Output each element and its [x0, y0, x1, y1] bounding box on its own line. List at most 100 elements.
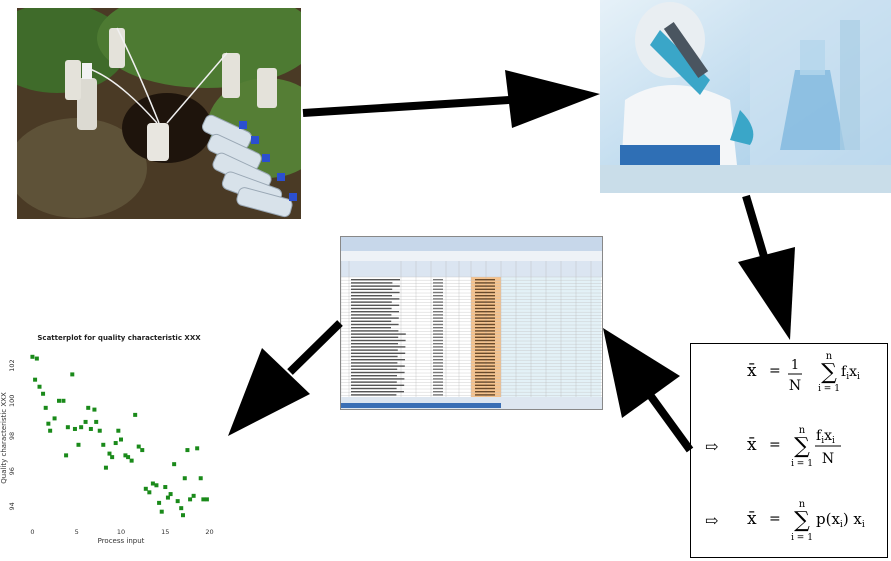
mean-formula-box: x̄ = 1 N n ∑ i = 1 fixi ⇨ x̄ = n ∑ i = 1…: [690, 343, 888, 558]
data-point: [119, 437, 123, 442]
fraction-numerator: fixi: [816, 428, 835, 446]
data-point: [37, 384, 42, 389]
data-point: [126, 455, 131, 460]
sum-upper-limit: n: [826, 351, 833, 362]
data-point: [123, 453, 128, 458]
data-point: [113, 441, 118, 446]
data-point: [133, 412, 138, 417]
fraction-denominator: N: [822, 451, 834, 467]
data-point: [33, 377, 38, 382]
data-point: [204, 497, 209, 502]
data-point: [143, 486, 148, 491]
data-point: [181, 513, 185, 518]
data-point: [163, 485, 168, 490]
data-point: [76, 442, 81, 447]
data-point: [46, 421, 51, 426]
summand: fixi: [841, 364, 860, 382]
summand: p(xi) xi: [816, 510, 865, 530]
data-point: [182, 476, 187, 481]
y-tick-label: 98: [8, 432, 16, 440]
x-tick-label: 20: [205, 528, 213, 536]
data-point: [41, 391, 46, 396]
y-tick-label: 100: [8, 395, 16, 407]
arrow-field-to-lab: [302, 70, 600, 128]
scatter-chart-svg: Scatterplot for quality characteristic X…: [0, 334, 214, 545]
formula-mean-relative: ⇨ x̄ = n ∑ i = 1 fixi N: [705, 425, 841, 469]
data-point: [57, 398, 61, 403]
data-point: [61, 398, 66, 403]
equals-sign: =: [769, 363, 781, 379]
data-point: [188, 497, 193, 502]
data-point: [116, 428, 121, 433]
sum-lower-limit: i = 1: [791, 459, 813, 469]
x-tick-label: 0: [30, 528, 34, 536]
data-point: [92, 407, 97, 412]
y-tick-label: 94: [8, 502, 16, 510]
xbar-symbol: x̄: [747, 435, 757, 455]
y-tick-label: 96: [8, 467, 16, 475]
data-point: [65, 425, 70, 430]
data-point: [97, 428, 102, 433]
data-point: [79, 425, 84, 430]
data-point: [154, 483, 159, 488]
data-point: [136, 444, 141, 449]
spreadsheet-image: [340, 236, 603, 410]
data-point: [179, 506, 184, 511]
data-point: [147, 490, 152, 495]
data-point: [52, 416, 57, 421]
xbar-symbol: x̄: [747, 361, 757, 381]
arrow-sheet-to-scatter: [228, 320, 343, 436]
data-point: [86, 405, 91, 410]
data-point: [172, 462, 177, 467]
data-point: [195, 446, 200, 451]
data-point: [175, 499, 180, 504]
data-point: [43, 405, 48, 410]
implies-arrow-1: ⇨: [705, 437, 718, 456]
data-point: [140, 448, 145, 453]
data-point: [70, 372, 75, 377]
equals-sign: =: [769, 511, 781, 527]
chart-ylabel: Quality characteristic XXX: [0, 392, 8, 484]
data-point: [72, 426, 77, 431]
formula-mean-frequency: x̄ = 1 N n ∑ i = 1 fixi: [747, 351, 860, 394]
summation-symbol: ∑: [794, 508, 810, 533]
data-point: [94, 419, 99, 424]
sum-upper-limit: n: [799, 499, 806, 510]
chart-title: Scatterplot for quality characteristic X…: [37, 334, 201, 342]
data-point: [107, 451, 112, 456]
data-point: [185, 448, 190, 453]
implies-arrow-2: ⇨: [705, 511, 718, 530]
data-point: [159, 509, 164, 514]
scatterplot: Scatterplot for quality characteristic X…: [0, 328, 224, 553]
data-point: [198, 476, 203, 481]
chart-xlabel: Process input: [98, 537, 145, 545]
sum-lower-limit: i = 1: [818, 384, 840, 394]
data-point: [129, 458, 134, 463]
data-point: [88, 426, 93, 431]
laboratory-photo: [600, 0, 891, 193]
x-tick-label: 15: [161, 528, 169, 536]
data-point: [101, 442, 106, 447]
formula-mean-probability: ⇨ x̄ = n ∑ i = 1 p(xi) xi: [705, 499, 865, 543]
fraction-numerator: 1: [791, 358, 799, 373]
data-point: [157, 500, 162, 505]
data-point: [30, 354, 35, 359]
equals-sign: =: [769, 437, 781, 453]
data-point: [34, 356, 39, 361]
data-point: [165, 495, 170, 500]
data-point: [201, 497, 206, 502]
data-point: [168, 492, 173, 497]
summation-symbol: ∑: [821, 360, 837, 385]
x-tick-label: 10: [117, 528, 125, 536]
sum-upper-limit: n: [799, 425, 806, 436]
y-tick-label: 102: [8, 359, 16, 371]
summation-symbol: ∑: [794, 434, 810, 459]
xbar-symbol: x̄: [747, 509, 757, 529]
data-point: [103, 465, 108, 470]
data-point: [64, 453, 69, 458]
data-point: [191, 493, 196, 498]
data-point: [83, 419, 88, 424]
sum-lower-limit: i = 1: [791, 533, 813, 543]
arrow-lab-to-formula: [738, 194, 795, 340]
